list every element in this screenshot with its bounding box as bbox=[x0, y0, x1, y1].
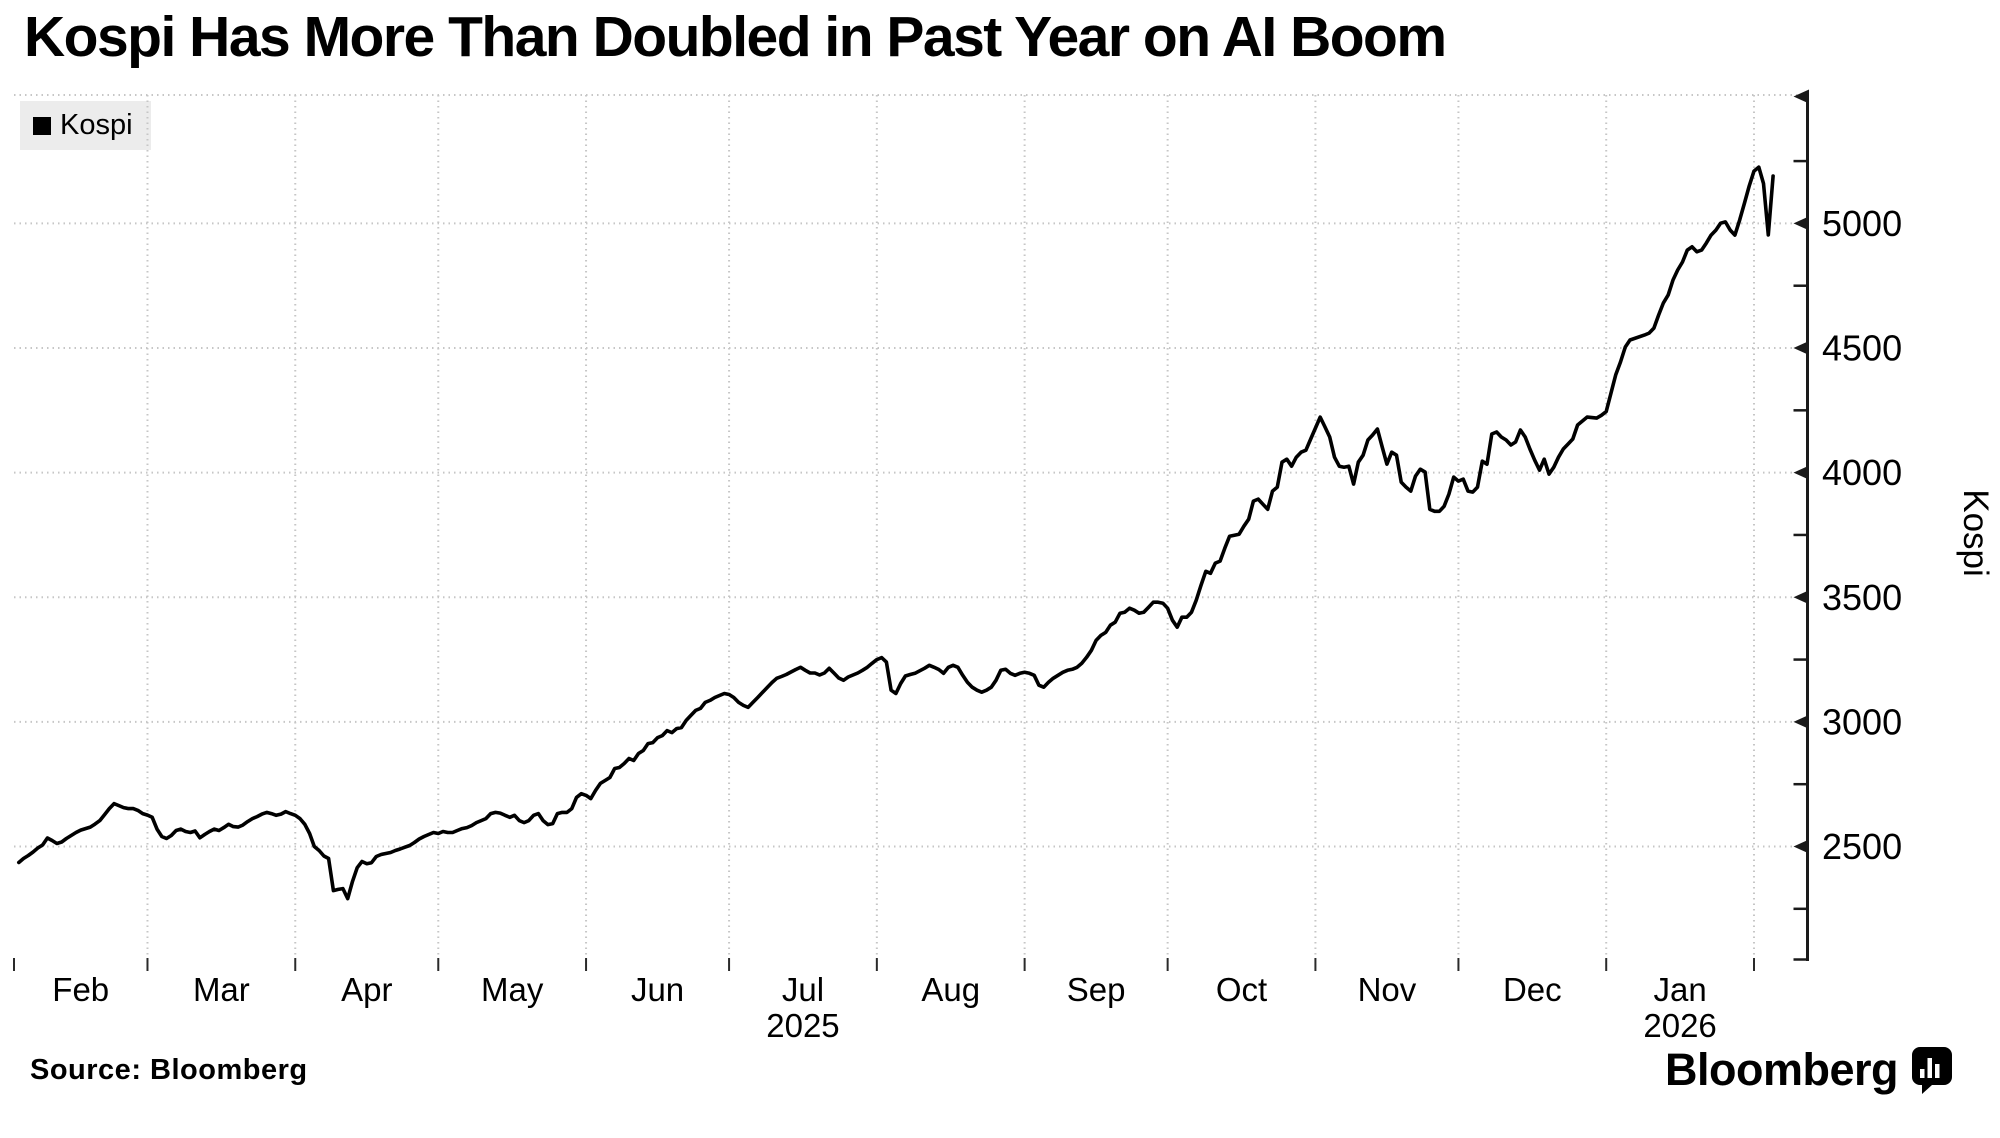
y-major-tick bbox=[1793, 341, 1809, 356]
y-tick-label: 5000 bbox=[1822, 203, 1902, 244]
bloomberg-branding: Bloomberg bbox=[1665, 1044, 1954, 1096]
x-month-label: Apr bbox=[341, 971, 392, 1008]
x-year-label: 2026 bbox=[1643, 1007, 1716, 1044]
bloomberg-wordmark: Bloomberg bbox=[1664, 1044, 1899, 1095]
x-year-label: 2025 bbox=[766, 1007, 839, 1044]
x-month-label: Nov bbox=[1358, 971, 1417, 1008]
y-tick-label: 3000 bbox=[1822, 701, 1902, 742]
x-month-label: Dec bbox=[1503, 971, 1562, 1008]
x-month-label: Jan bbox=[1653, 971, 1706, 1008]
x-month-label: Aug bbox=[921, 971, 980, 1008]
y-tick-label: 2500 bbox=[1822, 826, 1902, 867]
y-major-tick bbox=[1793, 465, 1809, 480]
bloomberg-logo-icon bbox=[1912, 1047, 1952, 1094]
y-tick-label: 4500 bbox=[1822, 328, 1902, 369]
y-major-tick bbox=[1793, 216, 1809, 231]
x-month-label: Feb bbox=[52, 971, 109, 1008]
y-axis-title: Kospi bbox=[1956, 489, 1995, 577]
y-axis-top-cap bbox=[1793, 89, 1809, 104]
x-month-label: Sep bbox=[1067, 971, 1126, 1008]
y-major-tick bbox=[1793, 839, 1809, 854]
x-month-label: Jun bbox=[631, 971, 684, 1008]
x-month-label: Mar bbox=[193, 971, 250, 1008]
x-month-label: May bbox=[481, 971, 544, 1008]
x-month-label: Oct bbox=[1216, 971, 1267, 1008]
y-tick-label: 3500 bbox=[1822, 577, 1902, 618]
x-month-label: Jul bbox=[782, 971, 824, 1008]
source-credit: Source: Bloomberg bbox=[30, 1054, 308, 1086]
legend-label: Kospi bbox=[60, 109, 133, 141]
y-major-tick bbox=[1793, 590, 1809, 605]
legend: Kospi bbox=[20, 101, 151, 150]
y-tick-label: 4000 bbox=[1822, 452, 1902, 493]
kospi-series-line bbox=[17, 165, 1775, 901]
y-major-tick bbox=[1793, 714, 1809, 729]
chart-title: Kospi Has More Than Doubled in Past Year… bbox=[24, 5, 1447, 69]
legend-marker-icon bbox=[33, 116, 51, 135]
